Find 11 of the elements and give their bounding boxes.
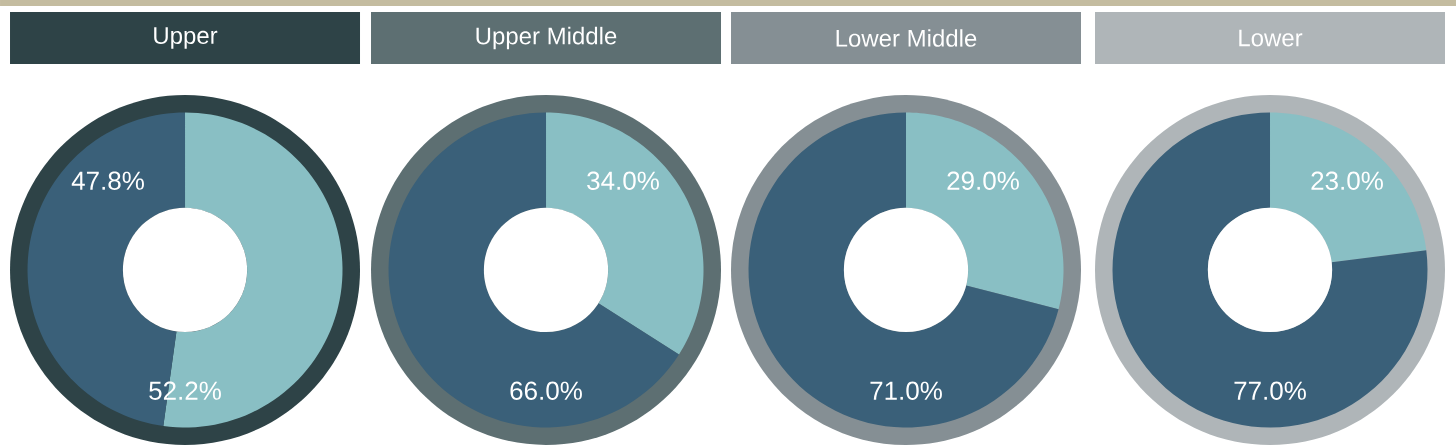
data-label: 29.0% bbox=[947, 171, 1019, 190]
chart-title: Lower bbox=[1239, 29, 1303, 47]
data-label: 77.0% bbox=[1234, 381, 1306, 400]
data-label: 23.0% bbox=[1311, 171, 1383, 190]
chart-title: Lower Middle bbox=[836, 29, 977, 47]
data-label: 47.8% bbox=[71, 171, 144, 190]
data-label: 66.0% bbox=[510, 381, 582, 400]
data-label: 71.0% bbox=[870, 381, 942, 400]
chart-title: Upper bbox=[154, 27, 218, 49]
chart-title: Upper Middle bbox=[476, 26, 617, 50]
data-label: 34.0% bbox=[587, 171, 659, 190]
